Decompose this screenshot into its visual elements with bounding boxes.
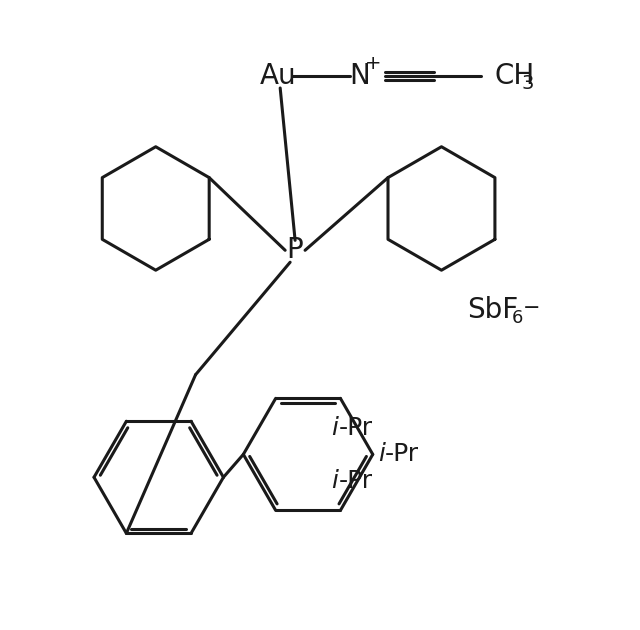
Text: N: N [349, 62, 370, 90]
Text: i: i [332, 416, 339, 440]
Text: Au: Au [260, 62, 296, 90]
Text: i: i [378, 442, 385, 466]
Text: -Pr: -Pr [339, 416, 372, 440]
Text: −: − [523, 298, 541, 318]
Text: -Pr: -Pr [385, 442, 419, 466]
Text: -Pr: -Pr [339, 469, 372, 493]
Text: CH: CH [494, 62, 534, 90]
Text: +: + [365, 54, 381, 72]
Text: 6: 6 [512, 309, 524, 327]
Text: i: i [332, 469, 339, 493]
Text: P: P [287, 236, 303, 265]
Text: 3: 3 [521, 74, 534, 93]
Text: SbF: SbF [467, 296, 518, 324]
